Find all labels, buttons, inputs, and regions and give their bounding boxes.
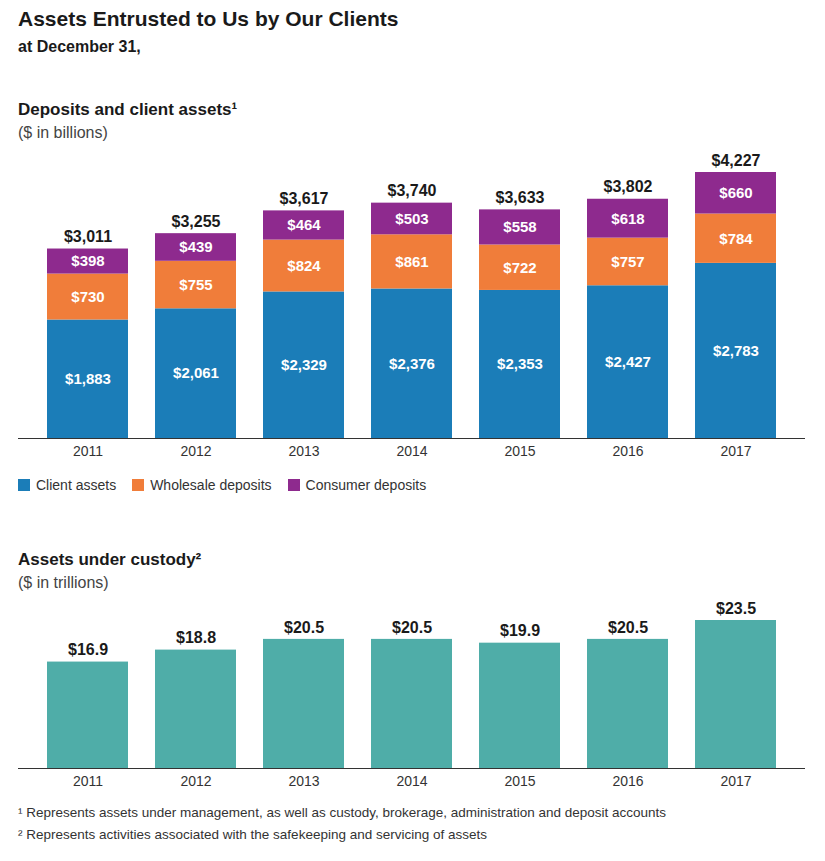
svg-text:2012: 2012	[180, 443, 211, 459]
svg-text:$824: $824	[287, 257, 321, 274]
svg-text:$398: $398	[71, 252, 104, 269]
svg-text:2015: 2015	[504, 443, 535, 459]
html-text:Wholesale deposits: Wholesale deposits	[150, 477, 272, 493]
svg-text:$464: $464	[287, 216, 321, 233]
html-text:Assets Entrusted to Us by Our: Assets Entrusted to Us by Our Clients	[18, 7, 399, 30]
svg-text:$16.9: $16.9	[68, 641, 108, 658]
svg-text:$755: $755	[179, 276, 212, 293]
svg-text:$660: $660	[719, 184, 752, 201]
svg-text:$722: $722	[503, 259, 536, 276]
svg-text:$730: $730	[71, 288, 104, 305]
svg-text:$1,883: $1,883	[65, 370, 111, 387]
svg-text:$757: $757	[611, 253, 644, 270]
svg-text:$20.5: $20.5	[284, 619, 324, 636]
html-text:¹ Represents assets under mana: ¹ Represents assets under management, as…	[18, 805, 667, 820]
svg-text:2016: 2016	[612, 773, 643, 789]
svg-text:2016: 2016	[612, 443, 643, 459]
svg-text:2015: 2015	[504, 773, 535, 789]
svg-text:$558: $558	[503, 218, 536, 235]
svg-text:2013: 2013	[288, 773, 319, 789]
svg-text:$3,740: $3,740	[388, 182, 437, 199]
html-text:Client assets: Client assets	[36, 477, 117, 493]
html-text:($ in billions): ($ in billions)	[18, 124, 108, 141]
svg-text:$2,061: $2,061	[173, 364, 219, 381]
svg-text:$3,802: $3,802	[604, 178, 653, 195]
svg-text:2013: 2013	[288, 443, 319, 459]
svg-text:$20.5: $20.5	[392, 619, 432, 636]
html-text:² Represents activities associ: ² Represents activities associated with …	[18, 827, 487, 842]
svg-text:$2,783: $2,783	[713, 342, 759, 359]
html-text:Consumer deposits: Consumer deposits	[305, 477, 427, 493]
html-text:Assets under custody²: Assets under custody²	[18, 550, 202, 569]
html-text:($ in trillions): ($ in trillions)	[18, 574, 109, 591]
svg-text:$2,427: $2,427	[605, 353, 651, 370]
svg-text:$18.8: $18.8	[176, 629, 216, 646]
svg-text:$784: $784	[719, 230, 753, 247]
svg-text:$3,255: $3,255	[172, 213, 221, 230]
svg-text:2017: 2017	[720, 443, 751, 459]
html-text:Deposits and client assets¹: Deposits and client assets¹	[18, 100, 238, 119]
svg-text:$618: $618	[611, 209, 644, 226]
svg-text:$4,227: $4,227	[712, 152, 761, 169]
svg-text:$439: $439	[179, 238, 212, 255]
svg-text:2014: 2014	[396, 773, 427, 789]
svg-text:$861: $861	[395, 253, 428, 270]
svg-text:$3,617: $3,617	[280, 190, 329, 207]
svg-text:$503: $503	[395, 210, 428, 227]
html-text:at December 31,: at December 31,	[18, 38, 141, 55]
svg-text:$2,353: $2,353	[497, 355, 543, 372]
svg-text:$2,329: $2,329	[281, 356, 327, 373]
svg-text:2017: 2017	[720, 773, 751, 789]
svg-text:2014: 2014	[396, 443, 427, 459]
svg-text:$3,011: $3,011	[64, 228, 112, 245]
svg-text:$23.5: $23.5	[716, 600, 756, 617]
svg-text:$2,376: $2,376	[389, 355, 435, 372]
svg-text:$20.5: $20.5	[608, 619, 648, 636]
svg-text:2011: 2011	[73, 443, 103, 459]
svg-text:2011: 2011	[73, 773, 103, 789]
svg-text:$19.9: $19.9	[500, 622, 540, 639]
svg-text:$3,633: $3,633	[496, 189, 545, 206]
svg-text:2012: 2012	[180, 773, 211, 789]
